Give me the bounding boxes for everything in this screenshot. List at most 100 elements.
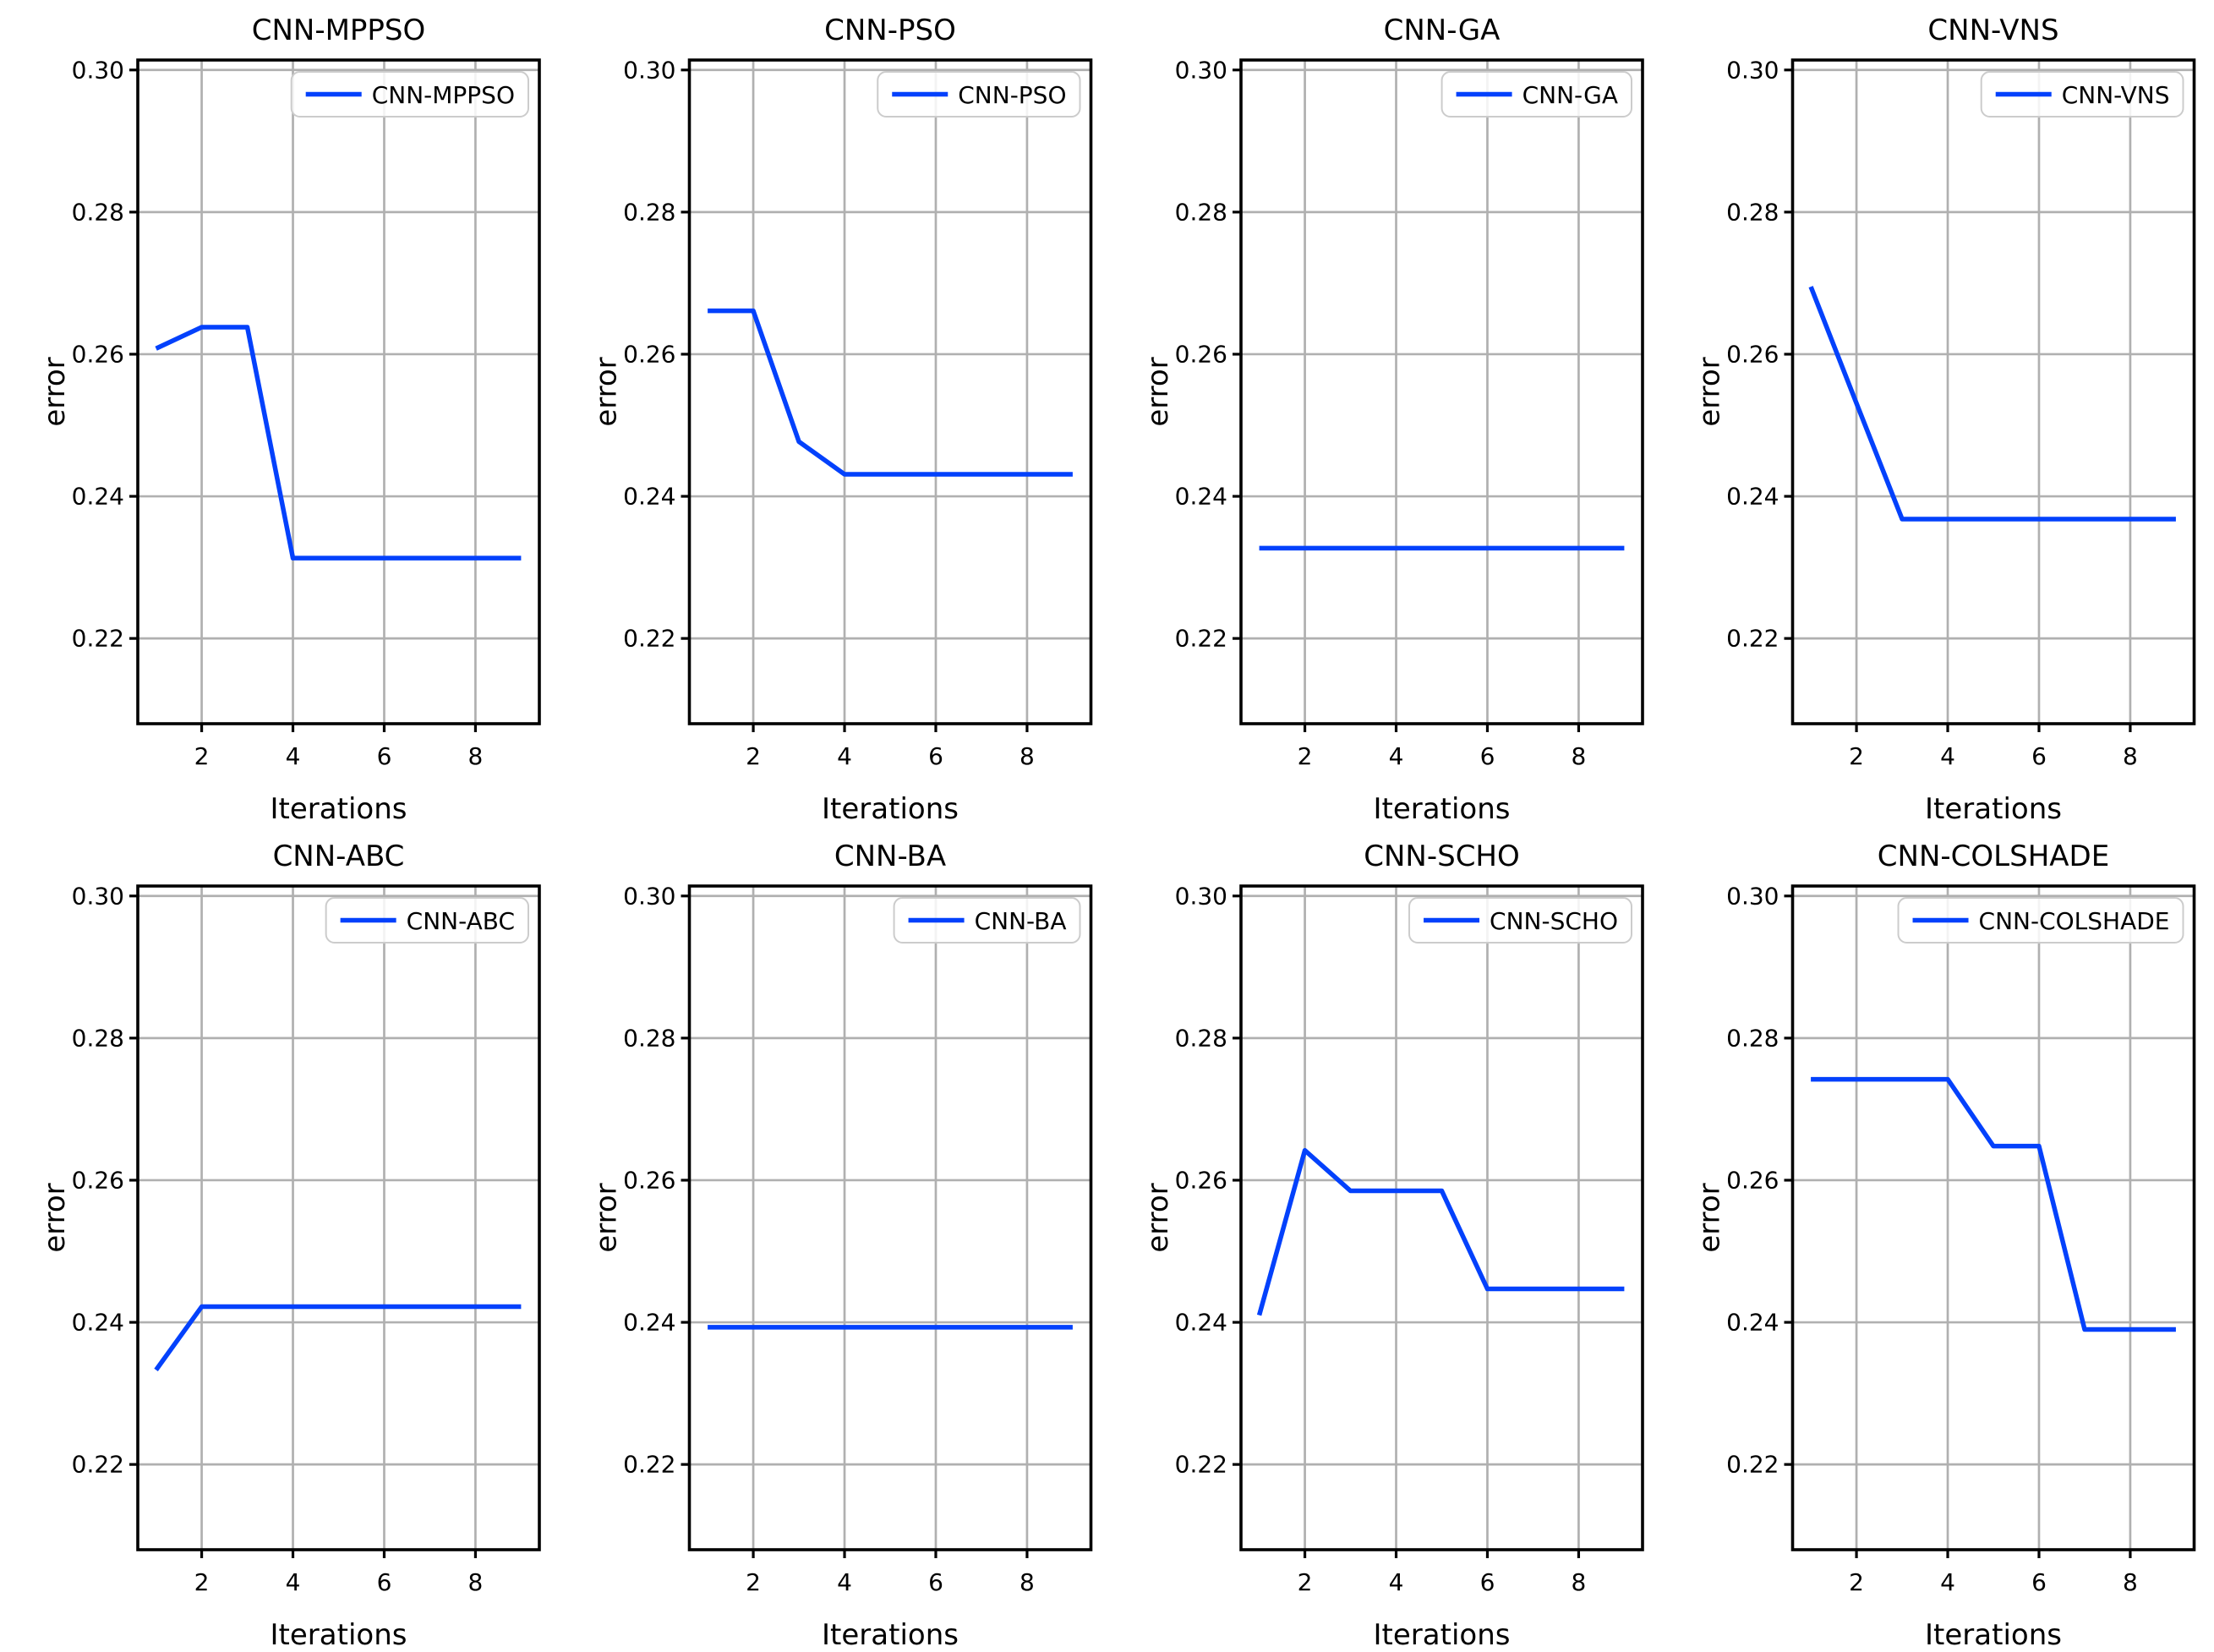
- axes-border: [1790, 884, 2196, 1551]
- x-axis-label: Iterations: [822, 1618, 959, 1652]
- legend: CNN-COLSHADE: [1897, 897, 2184, 944]
- x-tick-label: 2: [746, 742, 761, 770]
- legend-box: [1408, 897, 1632, 944]
- legend-label: CNN-VNS: [2062, 81, 2170, 109]
- legend-box: [325, 897, 529, 944]
- y-tick-label: 0.30: [72, 882, 124, 910]
- x-axis-label: Iterations: [1925, 1618, 2062, 1652]
- y-axis-label: error: [1693, 1183, 1727, 1252]
- y-axis-label: error: [38, 1183, 72, 1252]
- x-tick-label: 8: [1020, 1568, 1035, 1596]
- y-tick-label: 0.30: [623, 56, 675, 84]
- y-tick-label: 0.22: [1726, 625, 1779, 653]
- x-axis-label: Iterations: [822, 792, 959, 826]
- y-tick-label: 0.24: [72, 1309, 124, 1337]
- x-tick-label: 8: [468, 1568, 484, 1596]
- series-line-cnn-mppso: [155, 325, 522, 561]
- x-tick-label: 2: [1849, 742, 1864, 770]
- subplot-cnn-pso: 2 4 6 8 0.22 0.24 0.26 0.28 0.30 CNN-PSO Iteration…: [590, 14, 1093, 826]
- x-tick-label: 8: [1572, 742, 1587, 770]
- y-tick-label: 0.26: [623, 340, 675, 368]
- legend: CNN-MPPSO: [290, 71, 529, 118]
- subplot-cnn-mppso: 2 4 6 8 0.22 0.24 0.26 0.28 0.30 CNN-MPPSO Iterati…: [38, 14, 541, 826]
- chart-title: CNN-MPPSO: [252, 14, 426, 47]
- x-tick-label: 4: [837, 742, 852, 770]
- x-tick-label: 8: [2123, 1568, 2138, 1596]
- legend: CNN-BA: [893, 897, 1081, 944]
- legend-box: [1440, 71, 1632, 118]
- legend: CNN-GA: [1440, 71, 1632, 118]
- x-tick-label: 6: [377, 742, 392, 770]
- y-tick-label: 0.22: [1175, 1451, 1227, 1479]
- x-axis-label: Iterations: [271, 1618, 407, 1652]
- chart-title: CNN-SCHO: [1364, 840, 1520, 873]
- axes-border: [1239, 58, 1644, 725]
- y-axis-label: error: [590, 1183, 624, 1252]
- x-axis-label: Iterations: [1374, 1618, 1511, 1652]
- legend-label: CNN-COLSHADE: [1979, 907, 2170, 935]
- y-axis-label: error: [1141, 1183, 1175, 1252]
- chart-title: CNN-ABC: [273, 840, 405, 873]
- subplot-cnn-ga: 2 4 6 8 0.22 0.24 0.26 0.28 0.30 CNN-GA Iterations…: [1141, 14, 1644, 826]
- x-tick-label: 2: [1849, 1568, 1864, 1596]
- x-tick-label: 4: [1389, 1568, 1404, 1596]
- y-tick-label: 0.26: [623, 1166, 675, 1194]
- axes-border: [136, 884, 541, 1551]
- subplot-cnn-colshade: 2 4 6 8 0.22 0.24 0.26 0.28 0.30 CNN-COLSHADE Iter…: [1693, 840, 2196, 1652]
- legend-label: CNN-SCHO: [1490, 907, 1618, 935]
- y-tick-label: 0.28: [1726, 198, 1779, 226]
- axes-border: [687, 884, 1093, 1551]
- y-tick-label: 0.24: [1726, 483, 1779, 511]
- x-tick-label: 8: [2123, 742, 2138, 770]
- chart-title: CNN-VNS: [1927, 14, 2058, 47]
- legend-box: [290, 71, 529, 118]
- axes-border: [1239, 884, 1644, 1551]
- subplot-cnn-abc: 2 4 6 8 0.22 0.24 0.26 0.28 0.30 CNN-ABC Iteration…: [38, 840, 541, 1652]
- y-tick-label: 0.22: [72, 625, 124, 653]
- legend-box: [877, 71, 1081, 118]
- grid: [1241, 60, 1643, 724]
- x-axis-label: Iterations: [271, 792, 407, 826]
- x-tick-label: 4: [1940, 1568, 1955, 1596]
- grid: [1241, 886, 1643, 1550]
- y-tick-label: 0.24: [623, 483, 675, 511]
- legend-label: CNN-BA: [975, 907, 1067, 935]
- y-tick-label: 0.26: [1175, 1166, 1227, 1194]
- subplot-cnn-vns: 2 4 6 8 0.22 0.24 0.26 0.28 0.30 CNN-VNS Iteration…: [1693, 14, 2196, 826]
- y-tick-label: 0.26: [72, 340, 124, 368]
- y-tick-label: 0.28: [1726, 1024, 1779, 1052]
- legend-label: CNN-GA: [1522, 81, 1618, 109]
- legend-label: CNN-ABC: [407, 907, 515, 935]
- y-tick-label: 0.30: [1175, 882, 1227, 910]
- x-tick-label: 4: [1940, 742, 1955, 770]
- y-axis-label: error: [38, 357, 72, 426]
- grid: [1792, 60, 2195, 724]
- x-tick-label: 2: [746, 1568, 761, 1596]
- y-tick-label: 0.28: [72, 1024, 124, 1052]
- grid: [689, 886, 1091, 1550]
- y-tick-label: 0.22: [623, 1451, 675, 1479]
- axes-border: [1790, 58, 2196, 725]
- y-tick-label: 0.22: [1726, 1451, 1779, 1479]
- axes-border: [136, 58, 541, 725]
- series-line-cnn-colshade: [1811, 1076, 2176, 1332]
- x-tick-label: 8: [1572, 1568, 1587, 1596]
- y-tick-label: 0.28: [1175, 198, 1227, 226]
- y-axis-label: error: [1693, 357, 1727, 426]
- y-tick-label: 0.24: [1175, 483, 1227, 511]
- grid: [689, 60, 1091, 724]
- y-tick-label: 0.30: [1175, 56, 1227, 84]
- x-tick-label: 6: [2031, 742, 2047, 770]
- y-tick-label: 0.30: [1726, 882, 1779, 910]
- y-tick-label: 0.26: [1726, 1166, 1779, 1194]
- y-tick-label: 0.28: [72, 198, 124, 226]
- subplot-cnn-ba: 2 4 6 8 0.22 0.24 0.26 0.28 0.30 CNN-BA Iterations…: [590, 840, 1093, 1652]
- legend: CNN-ABC: [325, 897, 529, 944]
- x-tick-label: 2: [1298, 742, 1313, 770]
- series-line-cnn-scho: [1256, 1147, 1625, 1316]
- subplot-cnn-scho: 2 4 6 8 0.22 0.24 0.26 0.28 0.30 CNN-SCHO Iteratio…: [1141, 840, 1644, 1652]
- y-tick-label: 0.22: [72, 1451, 124, 1479]
- y-tick-label: 0.22: [1175, 625, 1227, 653]
